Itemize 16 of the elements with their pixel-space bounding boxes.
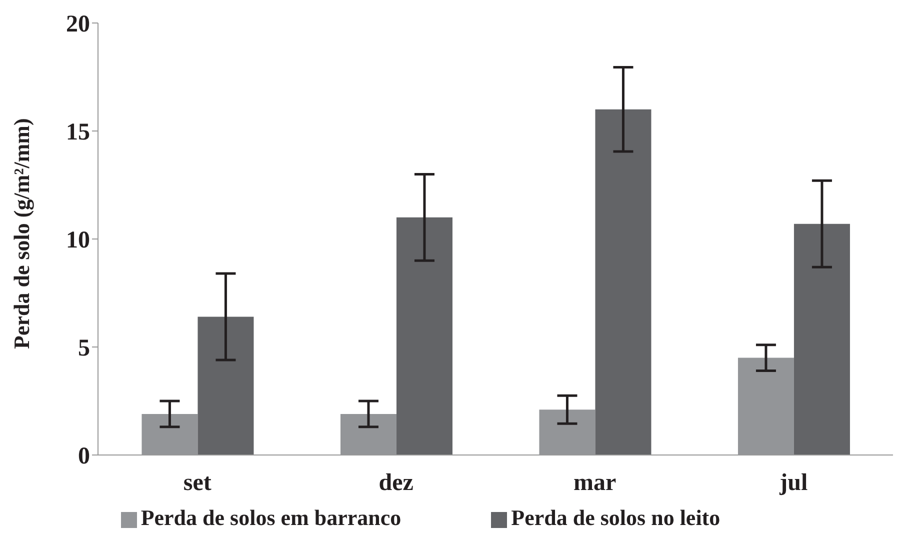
bar — [198, 316, 254, 455]
x-tick-label: set — [183, 470, 212, 496]
bar — [794, 224, 850, 455]
bar — [396, 217, 452, 455]
y-tick-label: 20 — [66, 12, 90, 38]
y-tick-label: 0 — [78, 444, 90, 470]
legend-label: Perda de solos em barranco — [140, 505, 402, 530]
y-tick-label: 10 — [66, 228, 90, 254]
bar — [595, 109, 652, 455]
x-tick-label: dez — [378, 470, 414, 496]
y-axis-title: Perda de solo (g/m²/mm) — [8, 118, 34, 349]
x-tick-label: mar — [574, 470, 617, 496]
legend-label: Perda de solos no leito — [511, 505, 720, 530]
x-tick-label: jul — [778, 470, 808, 496]
y-tick-label: 5 — [78, 336, 90, 362]
y-tick-label: 15 — [66, 120, 90, 146]
